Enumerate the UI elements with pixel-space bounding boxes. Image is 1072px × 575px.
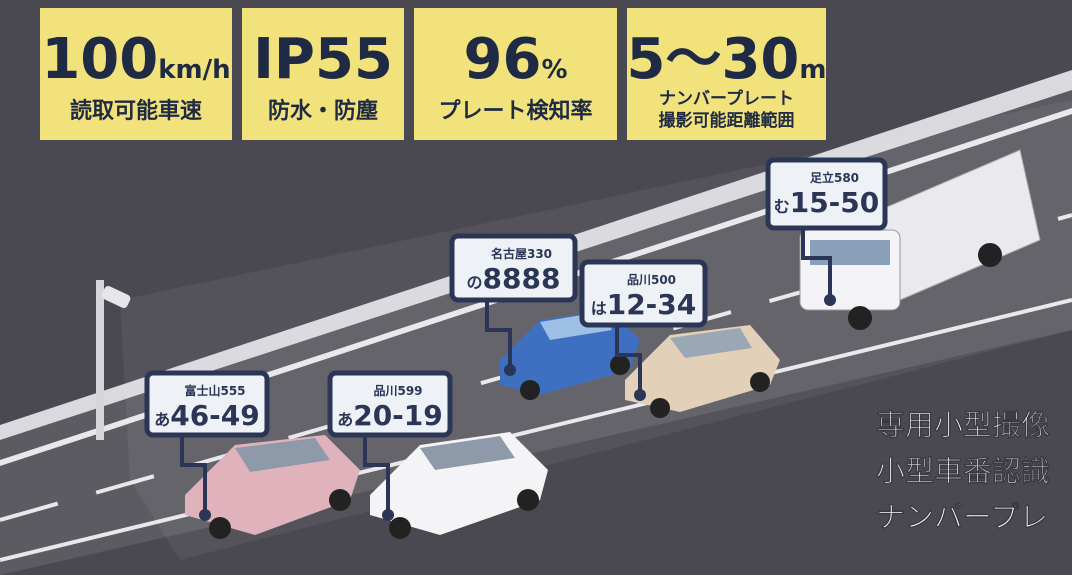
- plate-pointer: [485, 300, 512, 370]
- plate-main: の8888: [467, 262, 561, 295]
- plate-region: 名古屋330: [491, 246, 552, 261]
- plate-main: あ20-19: [337, 399, 443, 432]
- side-text-line: 専用小型撮像: [876, 408, 1050, 442]
- plate-kana: あ: [154, 410, 170, 429]
- spec-number: IP55: [253, 27, 393, 92]
- lane-line: [0, 298, 1072, 562]
- truck: [799, 149, 1041, 330]
- plate-pointer: [615, 325, 642, 395]
- spec-box: [414, 8, 617, 140]
- car-white: [370, 432, 548, 539]
- spec-number: 100: [41, 27, 158, 92]
- plate-box: [765, 157, 888, 231]
- spec-panel: 100km/h 読取可能車速 IP55 防水・防塵 96% プレート検知率 5～30mナンバ…: [40, 8, 827, 140]
- plate-pointer-dot: [824, 294, 836, 306]
- plate-box: [579, 259, 708, 328]
- camera: [101, 286, 131, 308]
- side-text-line: ナンバープレ: [876, 500, 1048, 534]
- plate-pointer-dot: [199, 509, 211, 521]
- plate-region: 品川599: [373, 384, 422, 398]
- plate-number: 20-19: [353, 399, 443, 432]
- plate-box: [327, 370, 453, 438]
- car-beige: [625, 325, 780, 418]
- plate-number: 8888: [483, 262, 561, 295]
- spec-label: 防水・防塵: [268, 98, 378, 124]
- spec-value: IP55: [253, 27, 393, 92]
- plate-pointer-dot: [504, 364, 516, 376]
- plate-main: あ46-49: [154, 399, 260, 432]
- car-blue: [500, 310, 640, 400]
- spec-unit: m: [799, 55, 826, 85]
- spec-value: 100km/h: [41, 27, 230, 92]
- plate-number: 12-34: [607, 288, 697, 321]
- plate-number: 15-50: [790, 186, 880, 219]
- plate-kana: む: [774, 197, 790, 216]
- spec-box: [40, 8, 232, 140]
- spec-label: ナンバープレート: [659, 88, 794, 109]
- spec-label: プレート検知率: [438, 98, 592, 124]
- spec-label: 撮影可能距離範囲: [659, 110, 795, 131]
- spec-value: 5～30m: [627, 27, 827, 92]
- spec-unit: km/h: [158, 55, 230, 85]
- plate-box: [449, 233, 578, 303]
- car-pink: [185, 435, 360, 539]
- plate-main: は12-34: [591, 288, 697, 321]
- plate-region: 富士山555: [184, 383, 245, 398]
- plate-pointer: [180, 435, 207, 515]
- plate-kana: あ: [337, 410, 353, 429]
- plate-pointer-dot: [634, 389, 646, 401]
- spec-unit: %: [541, 55, 567, 85]
- plate-box: [144, 370, 270, 438]
- plate-number: 46-49: [170, 399, 260, 432]
- plate-kana: は: [591, 299, 607, 318]
- plate-pointer-dot: [382, 509, 394, 521]
- plate-main: む15-50: [774, 186, 880, 219]
- pole: [96, 280, 104, 440]
- spec-label: 読取可能車速: [70, 98, 202, 124]
- plate-kana: の: [467, 273, 483, 292]
- plate-pointer: [801, 228, 832, 300]
- spec-number: 96: [464, 27, 542, 92]
- spec-box: [627, 8, 826, 140]
- spec-number: 5～30: [627, 27, 800, 92]
- side-text-line: 小型車番認識: [876, 454, 1050, 488]
- plate-region: 足立580: [810, 170, 859, 185]
- plate-pointer: [363, 435, 390, 515]
- spec-value: 96%: [464, 27, 568, 92]
- spec-box: [242, 8, 404, 140]
- plate-region: 品川500: [627, 273, 676, 287]
